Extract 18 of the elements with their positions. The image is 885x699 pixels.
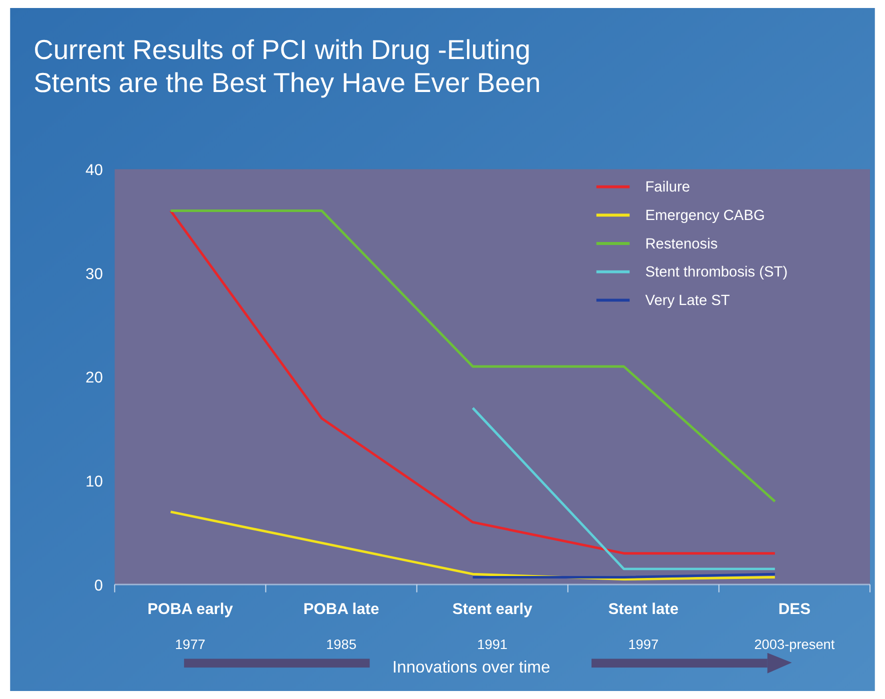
x-tick-label: DES 2003-present xyxy=(754,600,835,652)
legend-label: Failure xyxy=(645,180,690,196)
y-tick-label: 20 xyxy=(86,370,104,387)
legend-label: Restenosis xyxy=(645,236,718,252)
y-tick-label: 40 xyxy=(86,162,104,180)
legend-label: Emergency CABG xyxy=(645,208,765,224)
y-tick-label: 30 xyxy=(86,266,104,283)
x-tick-label: POBA late 1985 xyxy=(303,600,380,652)
x-tick-label: Stent late 1997 xyxy=(608,600,679,652)
y-tick-label: 0 xyxy=(94,577,104,594)
x-tick-label: POBA early 1977 xyxy=(148,600,234,652)
legend-label: Stent thrombosis (ST) xyxy=(645,264,788,281)
x-tick-label: Stent early 1991 xyxy=(452,600,533,652)
x-axis-title: Innovations over time xyxy=(392,657,550,676)
y-tick-label: 10 xyxy=(86,474,104,491)
line-series xyxy=(169,510,776,581)
legend-label: Very Late ST xyxy=(645,293,730,310)
chart-title: Current Results of PCI with Drug -Eluting Stents are the Best They Have Ever Been xyxy=(34,34,541,98)
